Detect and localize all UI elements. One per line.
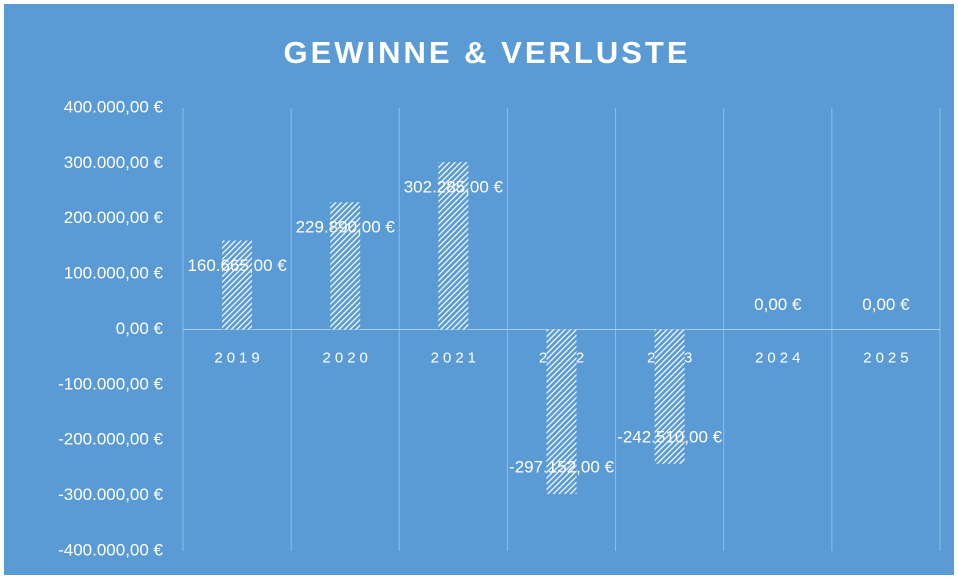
y-tick-label: 300.000,00 € <box>64 153 164 172</box>
data-label: -297.152,00 € <box>509 458 614 477</box>
x-tick-label: 2019 <box>214 349 263 366</box>
bar <box>654 329 685 464</box>
data-label: -242.510,00 € <box>617 427 722 446</box>
bar <box>222 240 253 330</box>
y-tick-label: -200.000,00 € <box>58 430 163 449</box>
bar <box>438 162 469 330</box>
data-label: 229.890,00 € <box>296 218 396 237</box>
x-tick-label: 2021 <box>431 349 480 366</box>
x-tick-label: 2024 <box>755 349 804 366</box>
y-tick-label: 200.000,00 € <box>64 208 164 227</box>
x-tick-label: 2020 <box>323 349 372 366</box>
data-label: 0,00 € <box>862 295 910 314</box>
bar <box>330 202 361 330</box>
x-tick-label: 2025 <box>863 349 912 366</box>
data-label: 160.665,00 € <box>187 256 287 275</box>
data-label: 0,00 € <box>754 295 802 314</box>
chart-title: GEWINNE & VERLUSTE <box>283 35 690 70</box>
y-tick-label: -100.000,00 € <box>58 374 163 393</box>
bar <box>546 329 577 495</box>
chart-background <box>4 4 954 575</box>
y-tick-label: 100.000,00 € <box>64 264 164 283</box>
y-tick-label: -400.000,00 € <box>58 540 163 559</box>
y-tick-label: 0,00 € <box>116 319 164 338</box>
y-tick-label: -300.000,00 € <box>58 485 163 504</box>
y-tick-label: 400.000,00 € <box>64 97 164 116</box>
data-label: 302.285,00 € <box>404 178 504 197</box>
